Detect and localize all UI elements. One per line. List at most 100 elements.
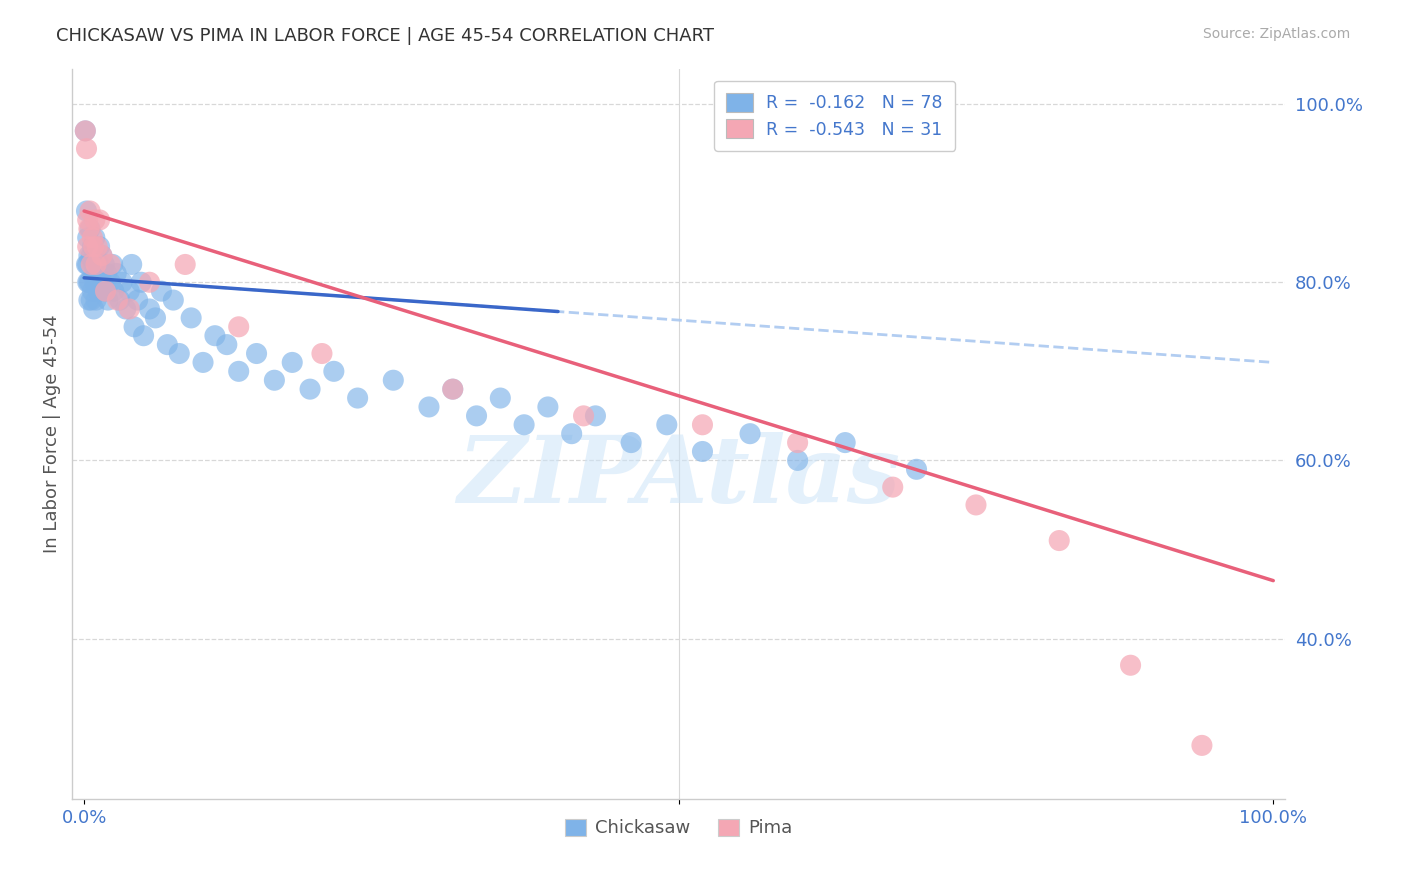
Point [96,266,118,280]
Point [299,382,322,396]
Point [75,124,97,138]
Point [180,310,202,325]
Point [82,240,104,254]
Point [93,257,115,271]
Point [965,498,987,512]
Point [346,391,368,405]
Point [162,293,184,307]
Point [83,301,105,316]
Point [111,275,134,289]
Point [561,426,583,441]
Point [77,248,100,262]
Point [191,355,214,369]
Point [655,417,678,432]
Point [91,248,114,262]
Point [82,231,104,245]
Point [245,346,267,360]
Point [311,346,333,360]
Point [129,275,152,289]
Point [83,275,105,289]
Point [132,328,155,343]
Point [87,257,110,271]
Point [692,417,714,432]
Text: ZIPAtlas: ZIPAtlas [457,433,900,523]
Point [1191,739,1213,753]
Point [98,257,121,271]
Point [215,337,238,351]
Point [489,391,512,405]
Point [121,257,143,271]
Point [786,435,808,450]
Point [103,284,125,298]
Point [174,257,197,271]
Point [82,284,104,298]
Point [77,293,100,307]
Point [101,257,124,271]
Point [1119,658,1142,673]
Point [91,248,114,262]
Point [80,293,103,307]
Point [94,284,117,298]
Point [786,453,808,467]
Point [77,275,100,289]
Point [77,222,100,236]
Point [76,240,98,254]
Point [76,275,98,289]
Point [118,284,141,298]
Point [75,124,97,138]
Point [905,462,928,476]
Point [692,444,714,458]
Point [76,142,98,156]
Point [90,266,112,280]
Point [156,337,179,351]
Point [882,480,904,494]
Point [76,257,98,271]
Point [620,435,643,450]
Point [83,257,105,271]
Point [118,301,141,316]
Point [107,293,129,307]
Point [738,426,761,441]
Point [83,213,105,227]
Point [138,275,160,289]
Point [834,435,856,450]
Point [204,328,226,343]
Point [441,382,464,396]
Point [572,409,595,423]
Point [89,213,111,227]
Point [145,310,167,325]
Point [87,284,110,298]
Point [76,213,98,227]
Point [150,284,173,298]
Point [382,373,405,387]
Point [80,248,103,262]
Point [1047,533,1070,548]
Point [89,240,111,254]
Point [91,275,114,289]
Point [79,204,101,219]
Point [83,231,105,245]
Point [83,240,105,254]
Point [122,319,145,334]
Point [97,293,120,307]
Legend: Chickasaw, Pima: Chickasaw, Pima [558,812,800,845]
Text: CHICKASAW VS PIMA IN LABOR FORCE | AGE 45-54 CORRELATION CHART: CHICKASAW VS PIMA IN LABOR FORCE | AGE 4… [56,27,714,45]
Point [108,293,131,307]
Point [94,284,117,298]
Point [167,346,190,360]
Point [585,409,607,423]
Point [513,417,536,432]
Point [79,222,101,236]
Point [138,301,160,316]
Point [79,275,101,289]
Point [76,204,98,219]
Point [127,293,149,307]
Point [98,275,121,289]
Text: Source: ZipAtlas.com: Source: ZipAtlas.com [1202,27,1350,41]
Point [228,319,250,334]
Point [228,364,250,378]
Point [84,293,107,307]
Point [263,373,285,387]
Point [537,400,560,414]
Point [86,240,108,254]
